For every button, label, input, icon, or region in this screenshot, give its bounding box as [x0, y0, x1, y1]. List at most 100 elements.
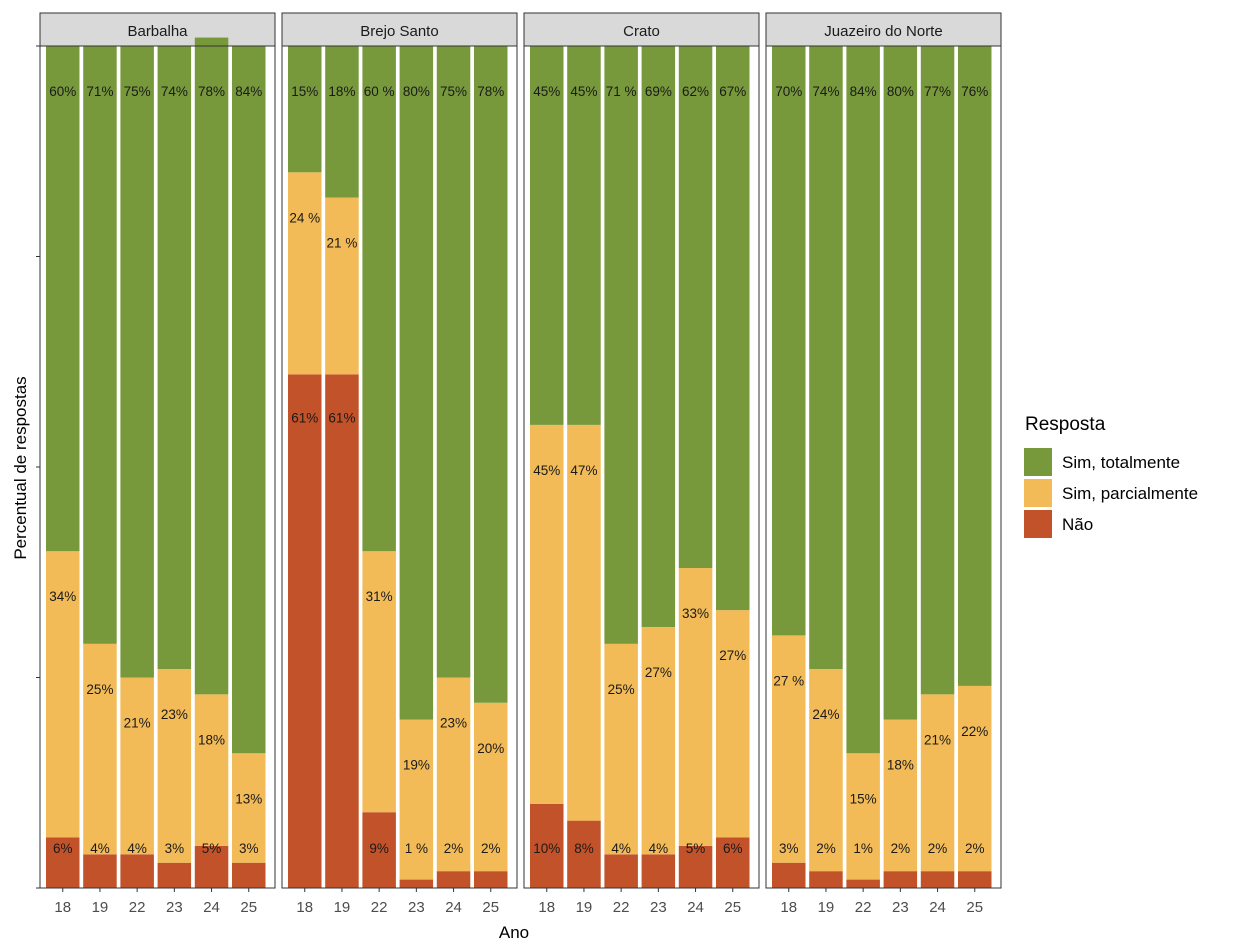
bar-segment-sim-totalmente: [194, 37, 229, 695]
bar-segment-nao: [232, 862, 266, 888]
legend-swatch-1: [1024, 479, 1052, 507]
bar-segment-sim-parcialmente: [883, 719, 918, 872]
x-tick-label: 18: [780, 899, 797, 916]
data-label-sim-totalmente: 80%: [887, 84, 914, 99]
bar-segment-sim-parcialmente: [436, 677, 471, 872]
data-label-sim-parcialmente: 31%: [366, 589, 393, 604]
facet-strip: [39, 12, 276, 47]
data-label-sim-totalmente: 60%: [49, 84, 76, 99]
data-label-sim-parcialmente: 25%: [86, 682, 113, 697]
bar-segment-sim-totalmente: [120, 46, 154, 678]
bar-segment-sim-totalmente: [157, 46, 192, 670]
bar-segment-sim-parcialmente: [772, 635, 806, 863]
bar-segment-sim-parcialmente: [567, 424, 601, 821]
bar-segment-nao: [678, 845, 713, 888]
data-label-sim-totalmente: 78%: [477, 84, 504, 99]
data-label-nao: 6%: [53, 841, 73, 856]
facet-panel-2: Crato 10% 45% 45% 18 8% 47% 45% 19 4% 25% 71 % 22 4% 2…: [523, 12, 760, 916]
x-tick-label: 23: [650, 899, 667, 916]
bar-segment-sim-parcialmente: [46, 551, 80, 838]
bar-segment-nao: [883, 871, 918, 888]
bar-segment-nao: [194, 845, 229, 888]
bar-segment-sim-parcialmente: [362, 551, 396, 813]
data-label-nao: 61%: [328, 410, 355, 425]
legend-label-1: Sim, parcialmente: [1062, 484, 1198, 503]
facet-strip-label: Juazeiro do Norte: [824, 23, 942, 40]
bar-segment-sim-parcialmente: [194, 694, 229, 846]
bar-segment-sim-totalmente: [678, 46, 713, 569]
bar-segment-sim-parcialmente: [530, 424, 564, 804]
facet-strip-label: Brejo Santo: [360, 23, 438, 40]
bar-segment-sim-totalmente: [474, 46, 508, 703]
bar-segment-nao: [920, 871, 955, 888]
data-label-nao: 5%: [686, 841, 706, 856]
y-axis-title: Percentual de respostas: [11, 376, 30, 559]
facet-strip: [281, 12, 518, 47]
data-label-nao: 2%: [965, 841, 985, 856]
bar-segment-nao: [325, 374, 359, 888]
data-label-sim-totalmente: 71 %: [606, 84, 637, 99]
x-tick-label: 25: [482, 899, 499, 916]
data-label-nao: 4%: [127, 841, 147, 856]
bar-segment-nao: [362, 812, 396, 888]
bar-segment-sim-parcialmente: [399, 719, 434, 880]
x-axis-title: Ano: [499, 923, 529, 942]
bar-segment-sim-totalmente: [46, 46, 80, 552]
data-label-sim-parcialmente: 20%: [477, 741, 504, 756]
panel-border: [281, 45, 518, 889]
data-label-nao: 3%: [239, 841, 259, 856]
x-tick-label: 23: [166, 899, 183, 916]
bar-segment-nao: [474, 871, 508, 888]
bar-segment-nao: [846, 879, 880, 888]
bar-segment-sim-parcialmente: [846, 753, 880, 880]
data-label-nao: 1 %: [405, 841, 428, 856]
data-label-nao: 2%: [444, 841, 464, 856]
bar-segment-sim-totalmente: [958, 46, 992, 686]
x-tick-label: 23: [408, 899, 425, 916]
data-label-nao: 4%: [649, 841, 669, 856]
bar-segment-nao: [46, 837, 80, 888]
data-label-sim-totalmente: 60 %: [364, 84, 395, 99]
bar-segment-sim-parcialmente: [809, 669, 843, 872]
x-tick-label: 22: [371, 899, 388, 916]
bar-segment-sim-totalmente: [920, 46, 955, 695]
bar-segment-sim-totalmente: [362, 46, 396, 552]
data-label-sim-totalmente: 77%: [924, 84, 951, 99]
data-label-nao: 61%: [291, 410, 318, 425]
data-label-sim-parcialmente: 21%: [924, 732, 951, 747]
data-label-sim-totalmente: 78%: [198, 84, 225, 99]
bar-segment-nao: [772, 862, 806, 888]
bar-segment-sim-totalmente: [325, 46, 359, 198]
x-tick-label: 19: [818, 899, 835, 916]
data-label-nao: 2%: [816, 841, 836, 856]
legend-swatch-0: [1024, 448, 1052, 476]
data-label-sim-totalmente: 84%: [850, 84, 877, 99]
data-label-sim-totalmente: 62%: [682, 84, 709, 99]
bar-segment-sim-totalmente: [232, 46, 266, 754]
bar-segment-nao: [958, 871, 992, 888]
x-tick-label: 24: [203, 899, 220, 916]
legend-label-2: Não: [1062, 515, 1093, 534]
x-tick-label: 19: [92, 899, 109, 916]
data-label-sim-totalmente: 45%: [533, 84, 560, 99]
data-label-sim-parcialmente: 23%: [161, 707, 188, 722]
bar-segment-sim-totalmente: [436, 46, 471, 678]
bar-segment-nao: [604, 854, 638, 888]
data-label-sim-parcialmente: 19%: [403, 758, 430, 773]
facet-panel-1: Brejo Santo 61% 24 % 15% 18 61% 21 % 18% 19 9% 31%…: [281, 12, 518, 916]
bar-segment-nao: [436, 871, 471, 888]
x-tick-label: 22: [613, 899, 630, 916]
x-tick-label: 18: [538, 899, 555, 916]
x-tick-label: 18: [296, 899, 313, 916]
facet-strip-label: Crato: [623, 23, 660, 40]
bar-segment-sim-totalmente: [399, 46, 434, 720]
bar-segment-sim-parcialmente: [920, 694, 955, 872]
facet-strip-label: Barbalha: [127, 23, 188, 40]
bar-segment-sim-parcialmente: [83, 643, 117, 855]
data-label-sim-parcialmente: 18%: [887, 758, 914, 773]
bar-segment-nao: [716, 837, 750, 888]
bar-segment-sim-totalmente: [567, 46, 601, 425]
bar-segment-sim-parcialmente: [604, 643, 638, 855]
